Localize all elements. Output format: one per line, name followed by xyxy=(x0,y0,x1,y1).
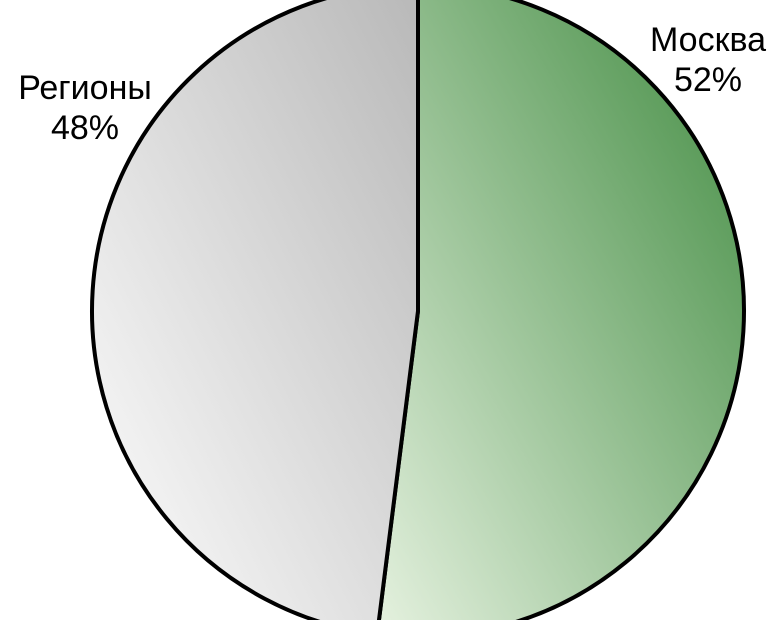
slice-label-moscow: Москва 52% xyxy=(628,20,778,100)
slice-label-regions: Регионы 48% xyxy=(0,68,170,148)
slice-percent-moscow: 52% xyxy=(673,61,743,99)
pie-slice-regions xyxy=(90,0,420,620)
pie-slice-moscow xyxy=(376,0,746,620)
slice-name-regions: Регионы xyxy=(18,69,152,107)
pie-slices xyxy=(90,0,746,620)
slice-percent-regions: 48% xyxy=(50,109,120,147)
slice-name-moscow: Москва xyxy=(649,21,767,59)
